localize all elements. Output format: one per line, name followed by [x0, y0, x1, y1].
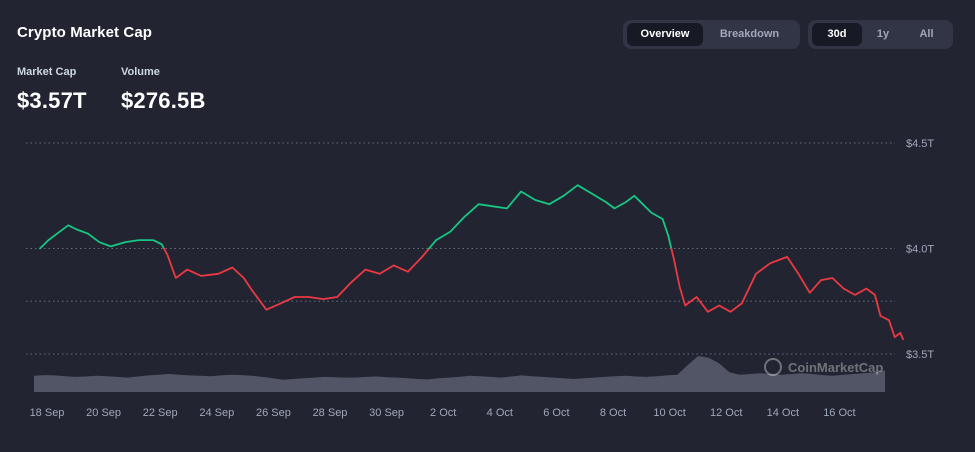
- x-tick-label: 24 Sep: [199, 407, 234, 419]
- x-tick-label: 16 Oct: [823, 407, 855, 419]
- x-tick-label: 20 Sep: [86, 407, 121, 419]
- card-title: Crypto Market Cap: [17, 24, 153, 41]
- x-tick-label: 14 Oct: [767, 407, 799, 419]
- volume-stat: Volume $276.5B: [121, 66, 206, 114]
- price-line-down: [163, 247, 430, 311]
- x-tick-label: 28 Sep: [313, 407, 348, 419]
- volume-value: $276.5B: [121, 88, 206, 113]
- range-30d[interactable]: 30d: [812, 23, 862, 46]
- x-tick-label: 12 Oct: [710, 407, 742, 419]
- y-tick-label: $3.5T: [906, 349, 934, 361]
- x-tick-label: 4 Oct: [487, 407, 513, 419]
- y-tick-label: $4.0T: [906, 244, 934, 256]
- x-tick-label: 26 Sep: [256, 407, 291, 419]
- tab-overview[interactable]: Overview: [627, 23, 703, 46]
- x-tick-label: 18 Sep: [30, 407, 65, 419]
- x-tick-label: 2 Oct: [430, 407, 456, 419]
- price-line-up: [39, 224, 165, 250]
- x-tick-label: 10 Oct: [653, 407, 685, 419]
- volume-area: [34, 356, 885, 392]
- market-cap-chart[interactable]: $4.5T $4.0T $3.5T CoinMarketCap 18 Sep 20 Sep…: [0, 120, 975, 452]
- view-toggle: Overview Breakdown: [623, 20, 800, 49]
- watermark-text: CoinMarketCap: [788, 360, 883, 375]
- range-toggle: 30d 1y All: [808, 20, 953, 49]
- x-tick-label: 30 Sep: [369, 407, 404, 419]
- x-tick-label: 22 Sep: [143, 407, 178, 419]
- market-cap-stat: Market Cap $3.57T: [17, 66, 87, 114]
- x-tick-label: 6 Oct: [543, 407, 569, 419]
- coinmarketcap-watermark: CoinMarketCap: [764, 358, 883, 376]
- volume-label: Volume: [121, 66, 160, 78]
- x-tick-label: 8 Oct: [600, 407, 626, 419]
- market-cap-label: Market Cap: [17, 66, 77, 78]
- y-tick-label: $4.5T: [906, 138, 934, 150]
- range-1y[interactable]: 1y: [876, 28, 890, 40]
- range-all[interactable]: All: [919, 28, 934, 40]
- price-line-down: [670, 247, 904, 341]
- tab-breakdown[interactable]: Breakdown: [719, 28, 780, 40]
- market-cap-value: $3.57T: [17, 88, 87, 113]
- price-line-up: [428, 184, 673, 250]
